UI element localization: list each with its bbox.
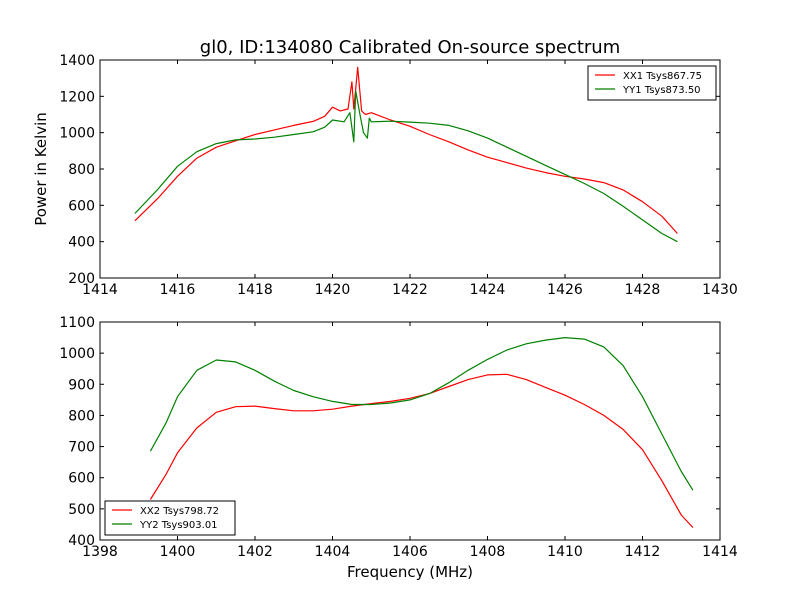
y-tick-label: 1100 — [59, 315, 95, 331]
y-tick-label: 600 — [68, 471, 95, 487]
y-tick-label: 800 — [68, 162, 95, 178]
legend-label: YY2 Tsys903.01 — [139, 520, 218, 531]
x-tick-label: 1406 — [392, 544, 428, 560]
y-tick-label: 500 — [68, 502, 95, 518]
series-group — [149, 337, 694, 528]
series-group — [134, 66, 678, 243]
y-tick-label: 1200 — [59, 89, 95, 105]
legend-label: XX1 Tsys867.75 — [623, 71, 702, 82]
figure-title: gl0, ID:134080 Calibrated On-source spec… — [200, 37, 620, 58]
x-tick-label: 1420 — [315, 282, 351, 298]
x-tick-label: 1412 — [625, 544, 661, 560]
legend-label: XX2 Tsys798.72 — [140, 506, 219, 517]
y-tick-label: 900 — [68, 377, 95, 393]
y-tick-label: 1400 — [59, 53, 95, 69]
x-tick-label: 1404 — [315, 544, 351, 560]
x-tick-label: 1426 — [547, 282, 583, 298]
x-tick-label: 1414 — [702, 544, 738, 560]
series-line-yy — [134, 90, 678, 243]
legend-label: YY1 Tsys873.50 — [622, 85, 701, 96]
legend-box — [587, 65, 717, 101]
y-tick-label: 600 — [68, 198, 95, 214]
x-axis-label: Frequency (MHz) — [347, 563, 473, 581]
x-tick-label: 1424 — [470, 282, 506, 298]
x-tick-label: 1416 — [160, 282, 196, 298]
y-tick-label: 200 — [68, 271, 95, 287]
legend: XX2 Tsys798.72 YY2 Tsys903.01 — [104, 500, 236, 536]
x-tick-label: 1398 — [82, 544, 118, 560]
y-tick-label: 800 — [68, 408, 95, 424]
legend-box — [104, 500, 236, 536]
x-tick-label: 1408 — [470, 544, 506, 560]
series-line-yy — [149, 337, 694, 491]
series-line-xx — [149, 373, 694, 528]
x-tick-label: 1410 — [547, 544, 583, 560]
series-line-xx — [134, 66, 678, 234]
x-tick-label: 1414 — [82, 282, 118, 298]
x-tick-label: 1422 — [392, 282, 428, 298]
x-tick-label: 1430 — [702, 282, 738, 298]
y-axis-label: Power in Kelvin — [32, 112, 50, 226]
y-tick-label: 1000 — [59, 126, 95, 142]
y-tick-label: 1000 — [59, 346, 95, 362]
x-tick-label: 1418 — [237, 282, 273, 298]
bottom-plot-panel: 1398 1400 1402 1404 1406 1408 1410 1412 1414 400 5… — [59, 315, 738, 560]
y-tick-label: 400 — [68, 235, 95, 251]
x-tick-label: 1402 — [237, 544, 273, 560]
top-plot-panel: 1414 1416 1418 1420 1422 1424 1426 1428 1430 200 4… — [59, 53, 737, 298]
x-tick-label: 1400 — [160, 544, 196, 560]
y-tick-label: 400 — [68, 533, 95, 549]
y-tick-label: 700 — [68, 440, 95, 456]
legend: XX1 Tsys867.75 YY1 Tsys873.50 — [587, 65, 717, 101]
x-tick-label: 1428 — [625, 282, 661, 298]
